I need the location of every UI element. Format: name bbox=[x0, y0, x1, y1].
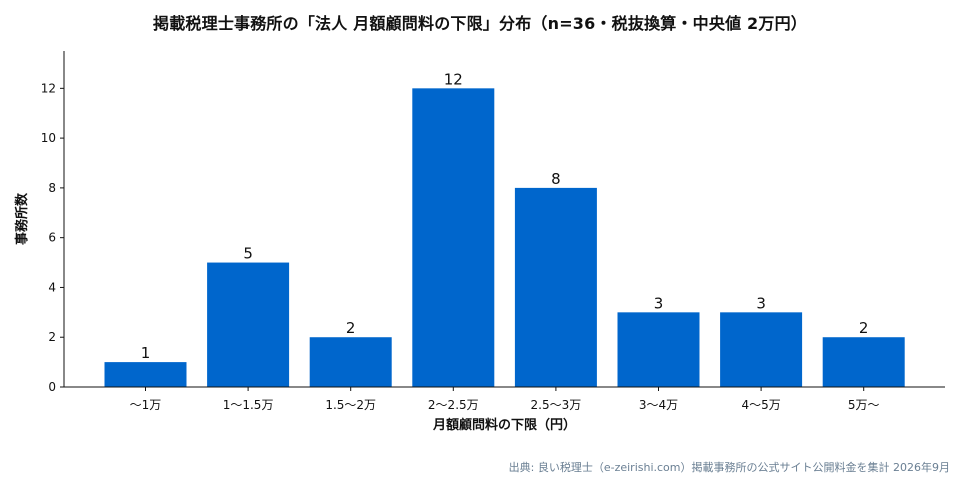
y-tick-label: 2 bbox=[48, 330, 56, 344]
y-tick-label: 12 bbox=[41, 81, 56, 95]
y-tick-label: 6 bbox=[48, 231, 56, 245]
bar bbox=[720, 312, 803, 387]
x-tick-label: 1〜1.5万 bbox=[223, 398, 274, 412]
bar bbox=[309, 337, 392, 387]
x-ticks: 〜1万 1〜1.5万 1.5〜2万 2〜2.5万 2.5〜3万 3〜4万 4〜5万 5万〜 bbox=[130, 387, 880, 412]
y-tick-label: 0 bbox=[48, 380, 56, 394]
y-tick-label: 10 bbox=[41, 131, 56, 145]
bars-layer: 1 5 2 12 8 3 3 2 bbox=[104, 70, 905, 387]
bar bbox=[104, 362, 187, 387]
y-axis-label: 事務所数 bbox=[14, 192, 30, 245]
bar-value-label: 5 bbox=[243, 245, 253, 263]
bar bbox=[207, 262, 290, 387]
x-tick-label: 2.5〜3万 bbox=[531, 398, 582, 412]
bar bbox=[514, 187, 597, 387]
bar-value-label: 3 bbox=[756, 294, 766, 312]
axes-layer bbox=[63, 51, 945, 388]
bar-value-label: 2 bbox=[346, 319, 356, 337]
x-tick-label: 〜1万 bbox=[130, 398, 162, 412]
x-tick-label: 4〜5万 bbox=[741, 398, 780, 412]
y-tick-label: 4 bbox=[48, 280, 56, 294]
bar-value-label: 8 bbox=[551, 170, 561, 188]
bar-value-label: 2 bbox=[859, 319, 869, 337]
x-tick-label: 2〜2.5万 bbox=[428, 398, 479, 412]
y-ticks: 0 2 4 6 8 10 12 bbox=[41, 81, 64, 394]
x-tick-label: 5万〜 bbox=[848, 398, 880, 412]
bar-value-label: 1 bbox=[141, 344, 151, 362]
x-tick-label: 3〜4万 bbox=[639, 398, 678, 412]
source-note: 出典: 良い税理士（e-zeirishi.com）掲載事務所の公式サイト公開料金… bbox=[508, 461, 950, 474]
x-tick-label: 1.5〜2万 bbox=[325, 398, 376, 412]
y-tick-label: 8 bbox=[48, 181, 56, 195]
bar bbox=[822, 337, 905, 387]
bar-value-label: 12 bbox=[444, 70, 463, 88]
x-axis-label: 月額顧問料の下限（円） bbox=[432, 417, 576, 433]
bar bbox=[412, 88, 495, 387]
bar bbox=[617, 312, 700, 387]
bar-value-label: 3 bbox=[654, 294, 664, 312]
chart-title: 掲載税理士事務所の「法人 月額顧問料の下限」分布（n=36・税抜換算・中央値 2… bbox=[153, 14, 807, 33]
